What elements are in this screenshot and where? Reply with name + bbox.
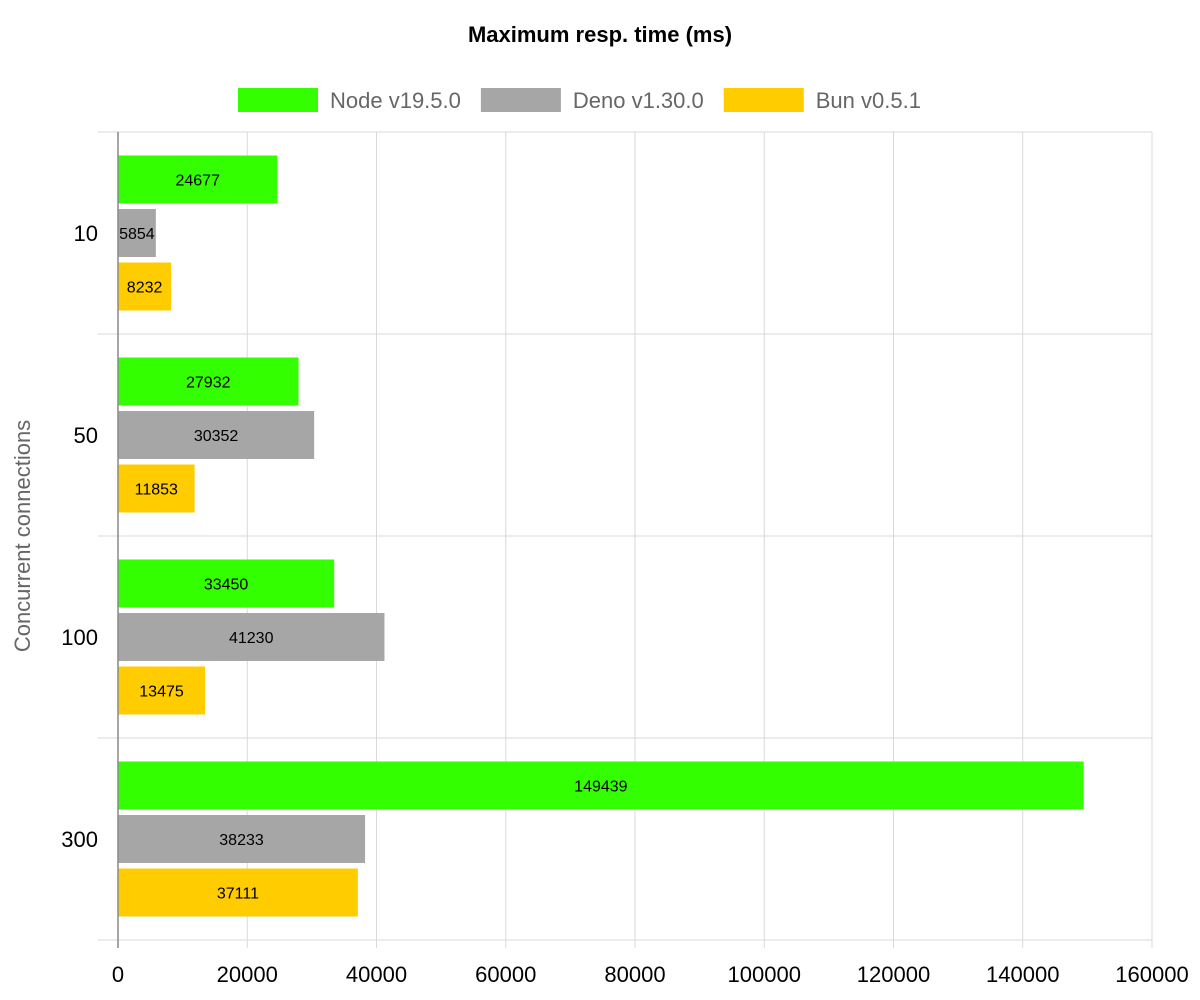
bar-value-label: 11853 <box>135 482 178 499</box>
x-tick-label: 0 <box>112 962 124 987</box>
legend-swatch <box>723 88 804 112</box>
legend-swatch <box>238 88 318 112</box>
x-tick-label: 120000 <box>857 962 930 987</box>
y-tick-label: 10 <box>74 221 98 246</box>
x-tick-label: 80000 <box>604 962 665 987</box>
bar-value-label: 27932 <box>186 375 231 392</box>
bar-value-label: 5854 <box>119 226 155 243</box>
legend: Node v19.5.0 Deno v1.30.0 Bun v0.5.1 <box>238 88 921 113</box>
bar <box>118 815 366 863</box>
bar <box>118 868 358 917</box>
x-tick-label: 40000 <box>346 962 407 987</box>
bar-value-label: 30352 <box>194 428 239 445</box>
legend-label: Bun v0.5.1 <box>816 88 921 113</box>
bar <box>118 559 335 608</box>
bar-value-label: 8232 <box>127 280 163 297</box>
x-tick-label: 20000 <box>217 962 278 987</box>
y-tick-label: 100 <box>61 625 98 650</box>
bar <box>118 357 299 406</box>
x-tick-label: 160000 <box>1115 962 1188 987</box>
bar <box>118 209 156 257</box>
bar <box>118 613 385 661</box>
bar-value-label: 24677 <box>175 173 220 190</box>
chart-title: Maximum resp. time (ms) <box>468 22 732 47</box>
bar-value-label: 38233 <box>219 832 264 849</box>
grid-lines <box>98 131 1153 948</box>
bar-value-label: 37111 <box>217 886 259 903</box>
bar <box>118 666 206 715</box>
legend-swatch <box>480 88 561 112</box>
bar <box>118 464 195 513</box>
x-tick-label: 100000 <box>728 962 801 987</box>
y-tick-label: 50 <box>74 423 98 448</box>
bar-value-label: 41230 <box>229 630 274 647</box>
bar-value-label: 33450 <box>204 577 249 594</box>
axes: 0 20000 40000 60000 80000 100000 120000 140000 1… <box>61 132 1189 987</box>
legend-label: Deno v1.30.0 <box>573 88 704 113</box>
bar <box>118 411 315 459</box>
bar <box>118 262 172 311</box>
bar-value-label: 13475 <box>139 684 184 701</box>
bar <box>118 761 1084 810</box>
x-tick-label: 140000 <box>986 962 1059 987</box>
legend-label: Node v19.5.0 <box>330 88 461 113</box>
bars: 24677 5854 8232 27932 30352 11853 33450 41230 13… <box>118 155 1084 917</box>
y-axis-label: Concurrent connections <box>10 420 35 652</box>
y-tick-label: 300 <box>61 827 98 852</box>
bar-value-label: 149439 <box>574 779 627 796</box>
x-tick-label: 60000 <box>475 962 536 987</box>
bar <box>118 155 278 204</box>
